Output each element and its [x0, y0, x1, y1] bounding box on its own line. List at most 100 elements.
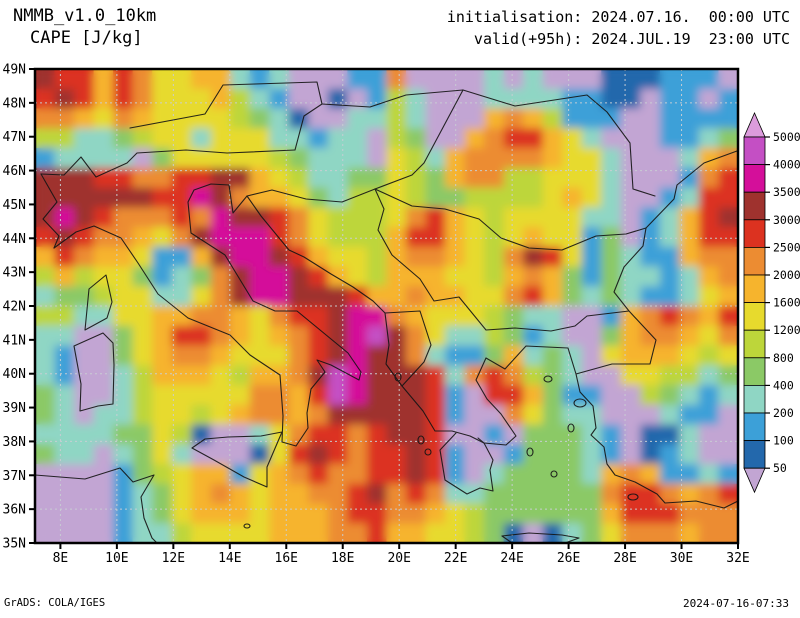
cape-cell: [660, 148, 681, 169]
cape-cell: [640, 109, 661, 130]
cape-cell: [308, 128, 329, 149]
cape-cell: [504, 128, 525, 149]
cape-cell: [172, 504, 193, 525]
cape-cell: [582, 69, 603, 90]
cape-cell: [543, 484, 564, 505]
cape-cell: [679, 326, 700, 347]
cape-cell: [679, 109, 700, 130]
cape-cell: [406, 109, 427, 130]
cape-cell: [211, 286, 232, 307]
cape-cell: [74, 128, 95, 149]
cape-cell: [504, 425, 525, 446]
cape-cell: [113, 484, 134, 505]
cape-cell: [328, 207, 349, 228]
cape-cell: [152, 306, 173, 327]
cape-cell: [699, 188, 720, 209]
cape-cell: [35, 523, 56, 544]
cape-cell: [660, 385, 681, 406]
lat-tick-label: 40N: [3, 367, 26, 382]
cape-cell: [250, 109, 270, 130]
cape-cell: [465, 326, 486, 347]
cape-cell: [640, 405, 661, 426]
cape-cell: [543, 128, 564, 149]
cape-cell: [113, 464, 134, 485]
colorbar-tick-label: 50: [773, 461, 787, 475]
cape-cell: [660, 523, 681, 544]
cape-cell: [347, 504, 368, 525]
cape-cell: [406, 89, 427, 110]
cape-cell: [289, 227, 310, 248]
cape-cell: [113, 346, 134, 367]
cape-cell: [35, 464, 56, 485]
cape-cell: [230, 385, 251, 406]
cape-cell: [113, 109, 134, 130]
cape-cell: [328, 523, 349, 544]
cape-cell: [582, 504, 603, 525]
cape-cell: [94, 188, 115, 209]
cape-cell: [289, 444, 310, 465]
cape-cell: [250, 207, 270, 228]
cape-cell: [113, 444, 134, 465]
cape-cell: [660, 109, 681, 130]
colorbar-band: [744, 137, 765, 165]
cape-cell: [308, 247, 329, 268]
cape-cell: [113, 385, 134, 406]
cape-cell: [172, 227, 193, 248]
cape-cell: [250, 523, 270, 544]
cape-cell: [74, 484, 95, 505]
cape-cell: [465, 444, 486, 465]
cape-cell: [367, 109, 388, 130]
cape-cell: [74, 207, 95, 228]
cape-cell: [113, 188, 134, 209]
cape-cell: [289, 128, 310, 149]
cape-cell: [74, 286, 95, 307]
cape-cell: [308, 227, 329, 248]
cape-cell: [347, 207, 368, 228]
cape-cell: [74, 148, 95, 169]
cape-cell: [523, 188, 544, 209]
cape-cell: [465, 464, 486, 485]
cape-cell: [328, 89, 349, 110]
cape-cell: [621, 346, 642, 367]
cape-cell: [250, 504, 270, 525]
cape-cell: [601, 464, 622, 485]
cape-cell: [133, 385, 154, 406]
colorbar-band: [744, 165, 765, 193]
cape-cell: [35, 286, 56, 307]
cape-cell: [679, 207, 700, 228]
lat-tick-label: 48N: [3, 96, 26, 111]
cape-cell: [426, 425, 447, 446]
cape-cell: [74, 326, 95, 347]
cape-cell: [308, 286, 329, 307]
lon-tick-label: 32E: [726, 551, 749, 566]
cape-cell: [719, 405, 740, 426]
cape-cell: [328, 444, 349, 465]
cape-cell: [94, 464, 115, 485]
cape-cell: [465, 168, 486, 189]
colorbar-tick-label: 3000: [773, 213, 800, 227]
cape-cell: [699, 69, 720, 90]
colorbar-tick-label: 4000: [773, 158, 800, 172]
cape-cell: [719, 385, 740, 406]
cape-cell: [465, 523, 486, 544]
cape-cell: [484, 306, 505, 327]
cape-cell: [523, 267, 544, 288]
cape-cell: [113, 207, 134, 228]
cape-cell: [504, 484, 525, 505]
cape-cell: [426, 365, 447, 386]
cape-cell: [113, 69, 134, 90]
cape-cell: [660, 425, 681, 446]
cape-cell: [640, 128, 661, 149]
cape-cell: [504, 247, 525, 268]
cape-cell: [601, 188, 622, 209]
cape-cell: [465, 188, 486, 209]
cape-cell: [660, 464, 681, 485]
cape-cell: [35, 346, 56, 367]
cape-cell: [523, 148, 544, 169]
cape-cell: [55, 207, 76, 228]
cape-cell: [679, 306, 700, 327]
cape-cell: [660, 227, 681, 248]
cape-cell: [699, 207, 720, 228]
cape-cell: [484, 247, 505, 268]
cape-map-canvas: 8E10E12E14E16E18E20E22E24E26E28E30E32E49…: [0, 0, 800, 618]
